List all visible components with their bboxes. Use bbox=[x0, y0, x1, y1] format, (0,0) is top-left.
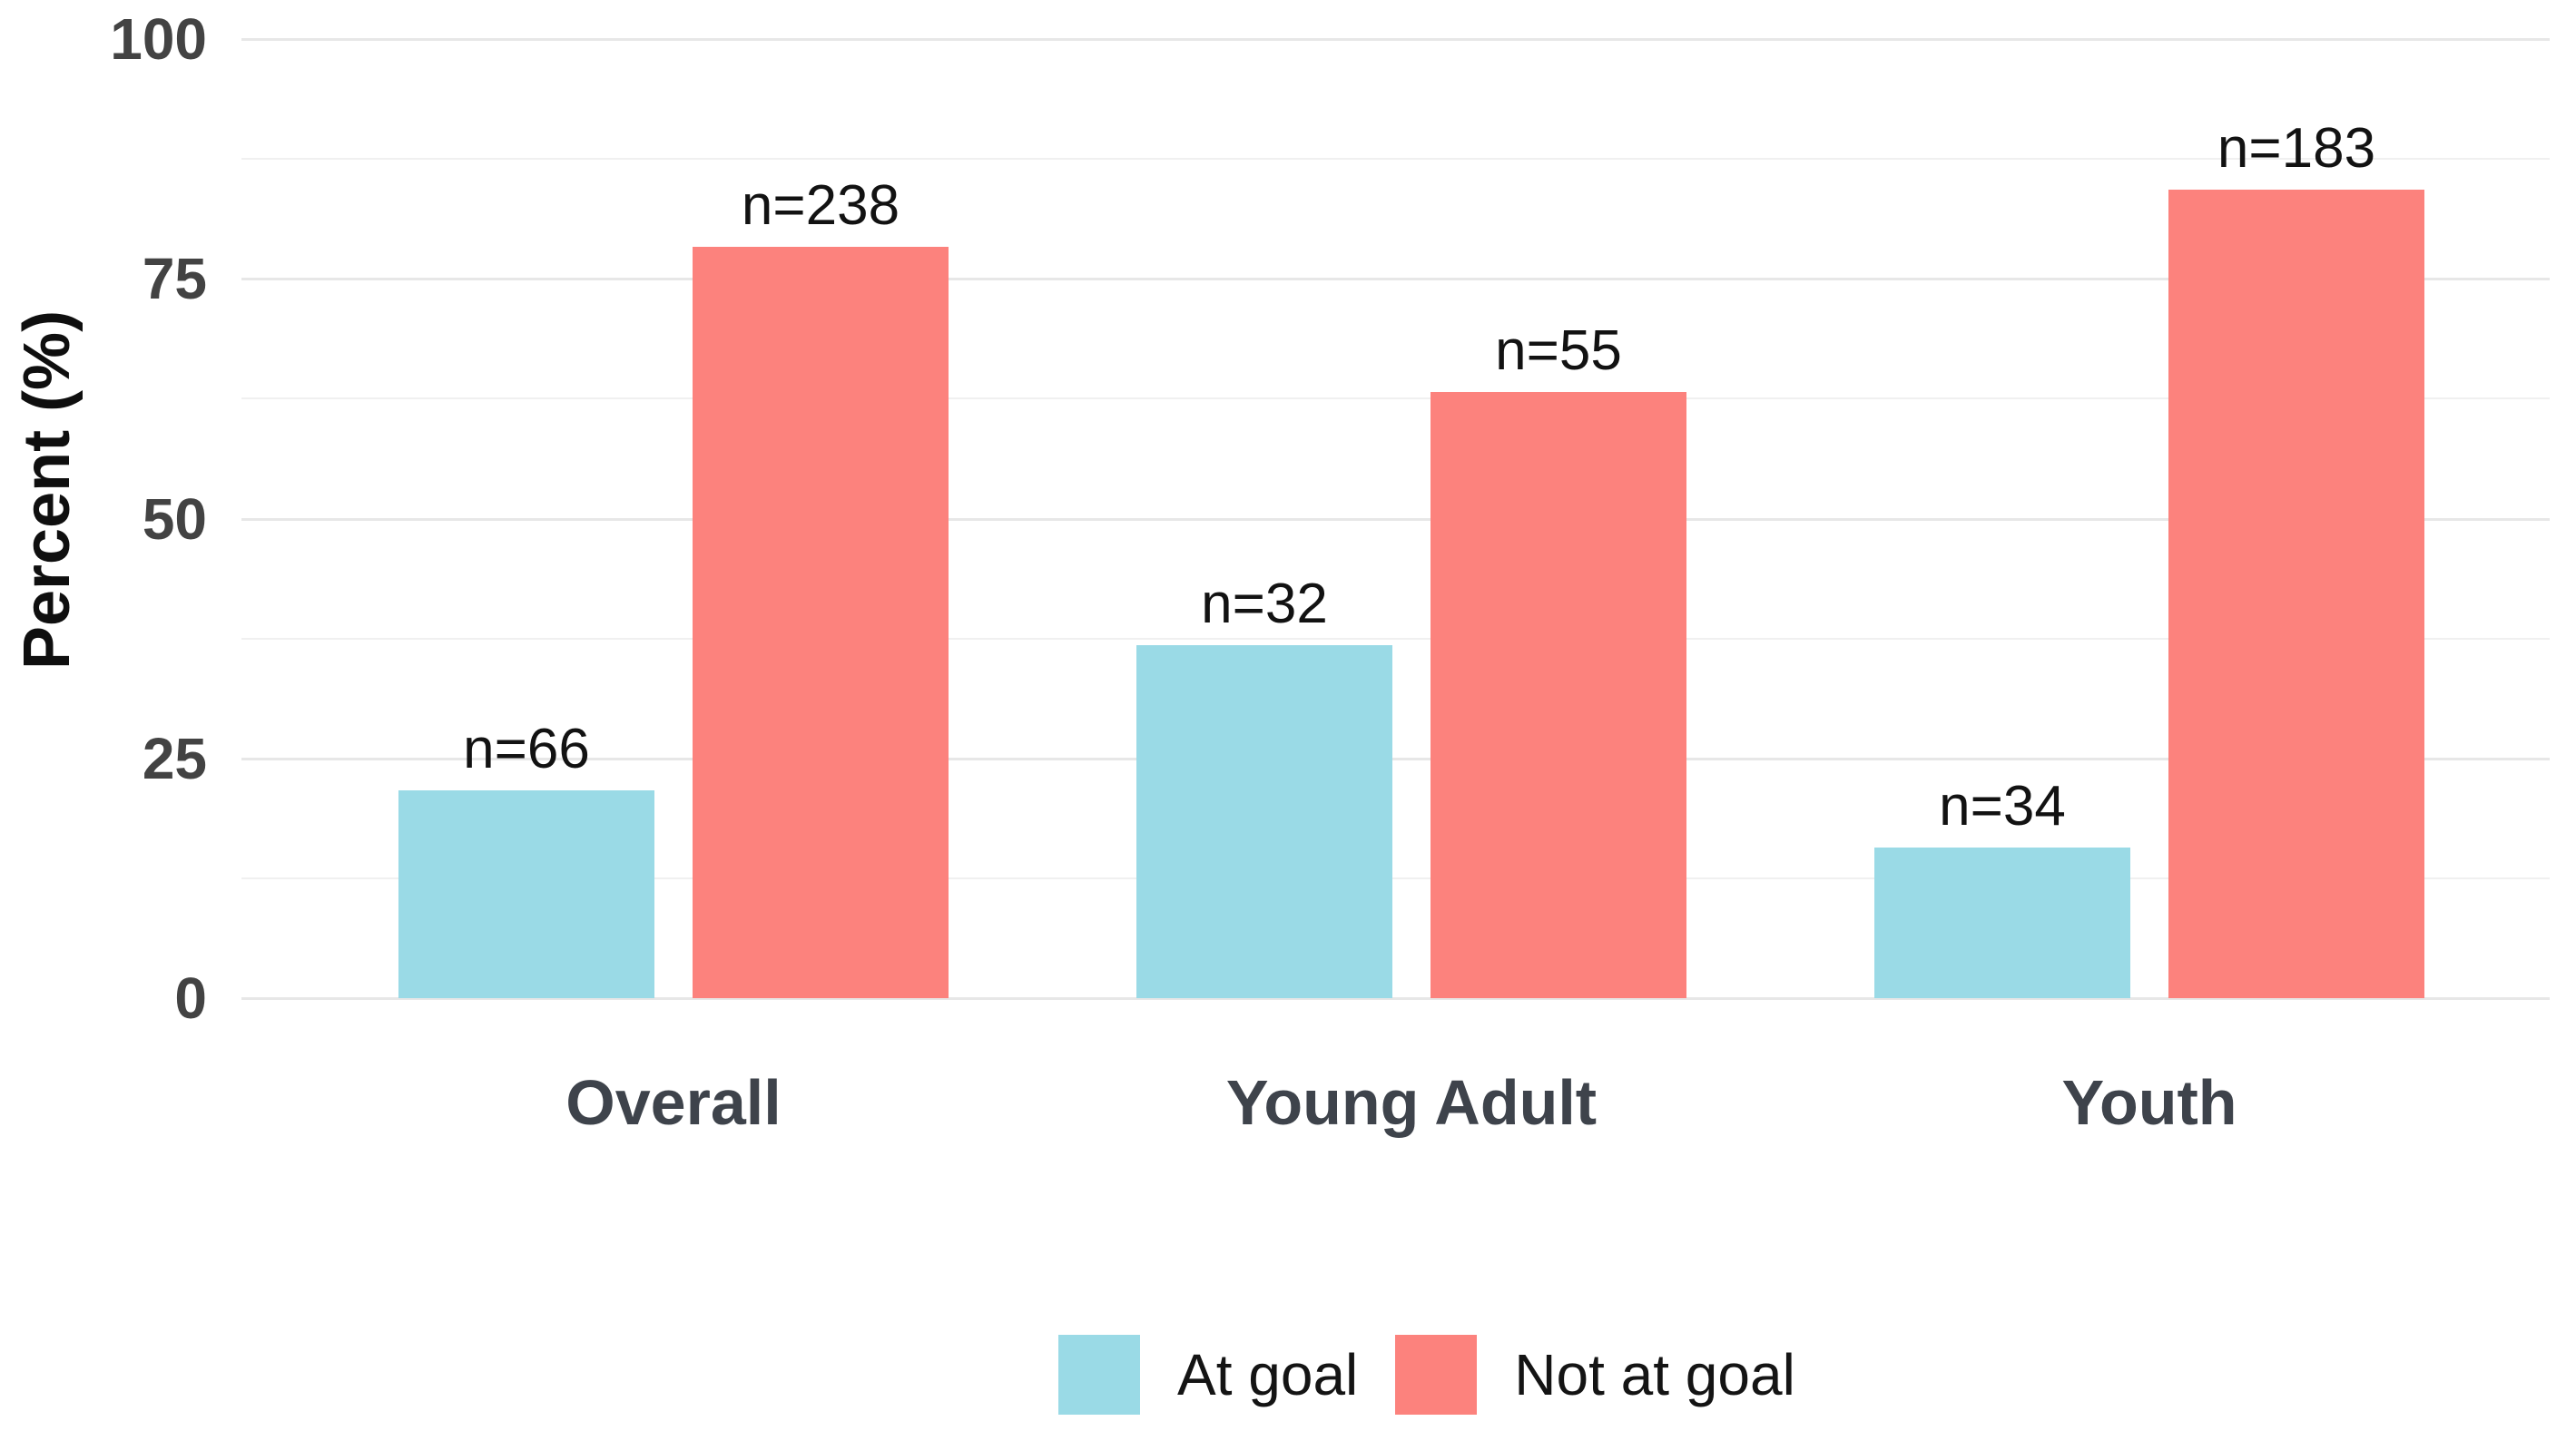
legend-label: At goal bbox=[1177, 1342, 1359, 1407]
bar-at-goal-youth bbox=[1874, 848, 2130, 998]
legend-label: Not at goal bbox=[1514, 1342, 1795, 1407]
x-category-label: Overall bbox=[565, 1067, 782, 1138]
legend-swatch-at-goal bbox=[1058, 1335, 1140, 1415]
gridline-minor bbox=[241, 397, 2550, 400]
bar-count-label: n=238 bbox=[741, 174, 900, 238]
bar-not-at-goal-young-adult bbox=[1431, 391, 1686, 998]
y-tick-label: 100 bbox=[110, 6, 207, 72]
bar-count-label: n=66 bbox=[463, 717, 590, 780]
legend-swatch-not-at-goal bbox=[1395, 1335, 1478, 1415]
gridline-major bbox=[241, 757, 2550, 760]
legend: At goal Not at goal bbox=[1058, 1334, 1795, 1416]
x-category-label: Youth bbox=[2061, 1067, 2237, 1138]
gridline-major bbox=[241, 517, 2550, 521]
gridline-major bbox=[241, 38, 2550, 41]
y-tick-label: 50 bbox=[142, 485, 207, 552]
bar-not-at-goal-overall bbox=[693, 247, 949, 998]
gridline-minor bbox=[241, 877, 2550, 879]
x-category-label: Young Adult bbox=[1225, 1067, 1598, 1138]
gridline-minor bbox=[241, 637, 2550, 640]
y-tick-label: 25 bbox=[142, 725, 207, 791]
bar-not-at-goal-youth bbox=[2168, 189, 2424, 998]
y-tick-label: 75 bbox=[142, 246, 207, 312]
gridline-minor bbox=[241, 158, 2550, 161]
bar-at-goal-young-adult bbox=[1136, 645, 1392, 998]
bar-at-goal-overall bbox=[398, 789, 654, 998]
bar-count-label: n=55 bbox=[1495, 319, 1622, 382]
bar-count-label: n=34 bbox=[1939, 775, 2066, 838]
bar-count-label: n=32 bbox=[1201, 573, 1328, 636]
y-tick-label: 0 bbox=[174, 965, 207, 1031]
bar-count-label: n=183 bbox=[2217, 116, 2376, 180]
gridline-major bbox=[241, 278, 2550, 281]
gridline-major bbox=[241, 997, 2550, 1000]
